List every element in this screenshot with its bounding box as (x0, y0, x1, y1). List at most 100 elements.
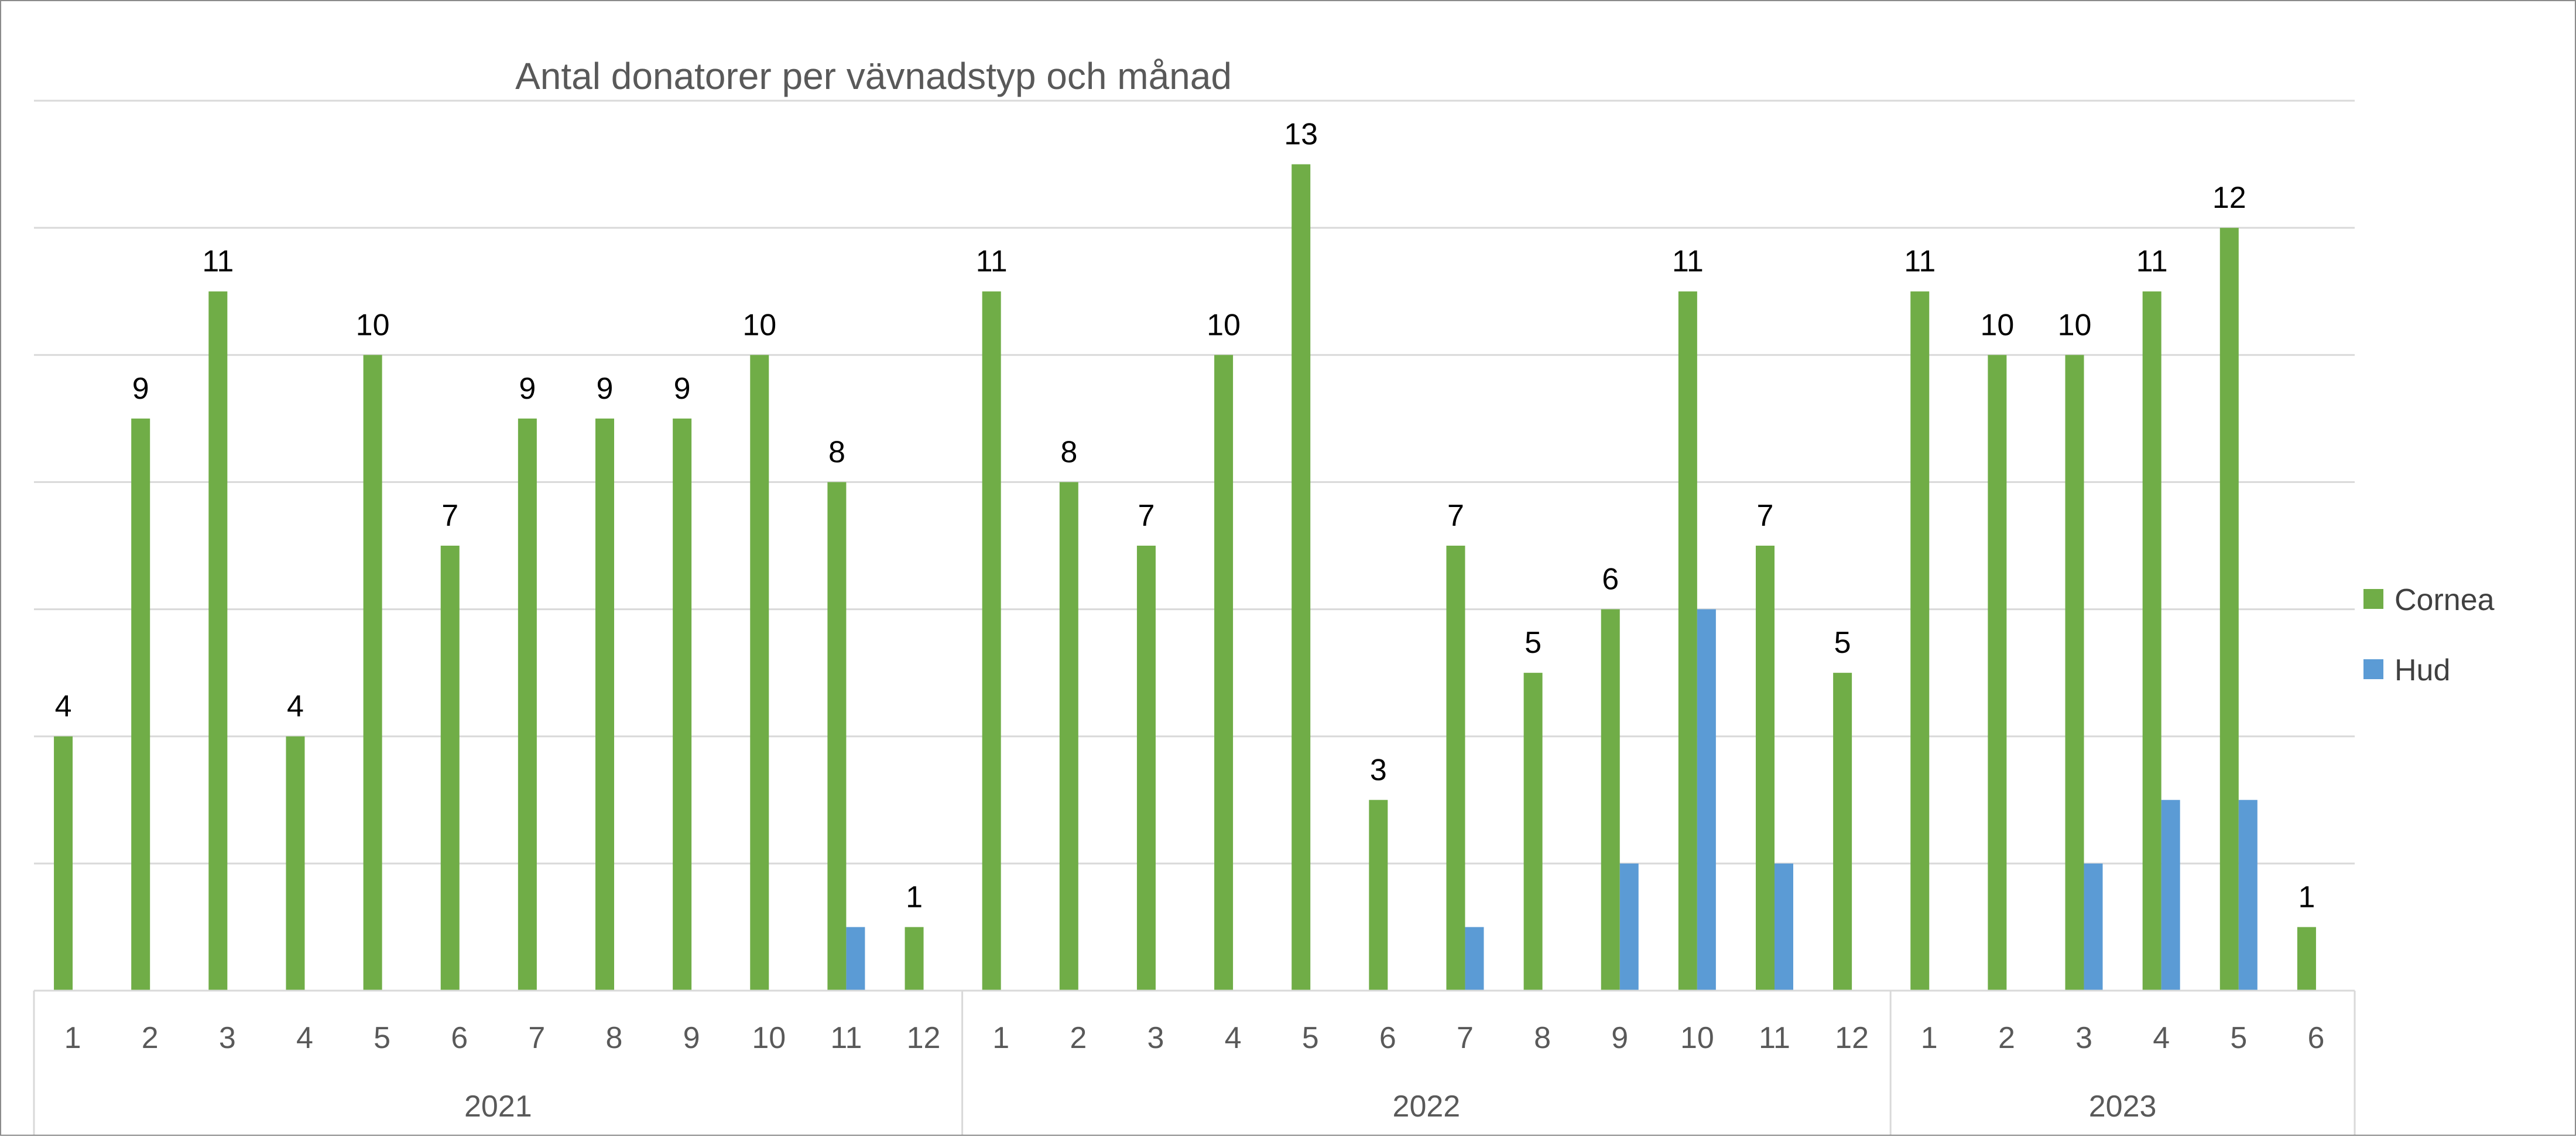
data-label-cornea: 1 (2298, 880, 2315, 914)
data-label-cornea: 9 (597, 372, 614, 406)
x-tick-label: 3 (219, 1021, 236, 1055)
x-tick-label: 12 (1835, 1021, 1869, 1055)
data-label-cornea: 7 (1757, 499, 1774, 533)
legend-label-cornea: Cornea (2395, 583, 2495, 617)
x-tick-label: 3 (1147, 1021, 1164, 1055)
legend-swatch-cornea (2363, 589, 2383, 609)
data-label-cornea: 10 (742, 308, 776, 342)
bar-hud (2084, 863, 2103, 991)
data-label-cornea: 4 (55, 690, 72, 724)
bar-cornea (982, 291, 1001, 991)
x-tick-label: 4 (2153, 1021, 2170, 1055)
data-label-cornea: 10 (2058, 308, 2092, 342)
x-group-label: 2022 (1393, 1090, 1461, 1124)
x-tick-label: 11 (1759, 1021, 1790, 1055)
bar-cornea (131, 418, 150, 991)
legend-swatch-hud (2363, 659, 2383, 679)
legend: Cornea Hud (2363, 583, 2495, 687)
bar-cornea (2297, 927, 2316, 991)
x-tick-label: 10 (1680, 1021, 1714, 1055)
data-label-cornea: 11 (1904, 245, 1936, 279)
x-tick-label: 5 (1302, 1021, 1319, 1055)
bar-cornea (1988, 355, 2007, 991)
data-label-cornea: 13 (1284, 118, 1318, 152)
data-label-cornea: 7 (1138, 499, 1155, 533)
x-tick-label: 4 (296, 1021, 313, 1055)
x-tick-label: 10 (752, 1021, 786, 1055)
x-tick-label: 1 (64, 1021, 81, 1055)
x-tick-label: 5 (374, 1021, 390, 1055)
x-group-label: 2023 (2089, 1090, 2157, 1124)
bar-cornea (595, 418, 614, 991)
x-tick-label: 7 (528, 1021, 545, 1055)
bar-cornea (2065, 355, 2084, 991)
data-label-cornea: 9 (674, 372, 691, 406)
bar-hud (846, 927, 865, 991)
x-tick-label: 2 (142, 1021, 159, 1055)
bar-hud (1465, 927, 1484, 991)
bar-cornea (363, 355, 382, 991)
data-label-cornea: 9 (519, 372, 536, 406)
legend-label-hud: Hud (2395, 653, 2450, 687)
x-tick-label: 4 (1225, 1021, 1242, 1055)
data-label-cornea: 5 (1525, 626, 1542, 660)
data-label-cornea: 4 (287, 690, 304, 724)
data-label-cornea: 8 (828, 435, 845, 469)
data-label-cornea: 6 (1602, 563, 1619, 597)
x-tick-label: 12 (907, 1021, 941, 1055)
data-label-cornea: 7 (1447, 499, 1464, 533)
bar-cornea (1756, 546, 1775, 991)
gridlines (34, 100, 2355, 865)
x-tick-label: 1 (992, 1021, 1009, 1055)
bar-cornea (1678, 291, 1697, 991)
data-label-cornea: 9 (132, 372, 149, 406)
bar-cornea (1523, 673, 1543, 991)
bar-cornea (1214, 355, 1234, 991)
x-tick-label: 8 (1534, 1021, 1551, 1055)
x-tick-label: 6 (451, 1021, 468, 1055)
x-tick-label: 5 (2230, 1021, 2247, 1055)
bar-cornea (2219, 228, 2239, 991)
bar-cornea (286, 736, 305, 991)
bar-hud (1697, 609, 1716, 991)
bar-cornea (1833, 673, 1852, 991)
bar-cornea (208, 291, 228, 991)
x-tick-label: 7 (1457, 1021, 1474, 1055)
data-label-cornea: 7 (441, 499, 458, 533)
x-tick-label: 1 (1921, 1021, 1938, 1055)
bar-hud (1775, 863, 1793, 991)
x-tick-label: 2 (1070, 1021, 1087, 1055)
data-label-cornea: 5 (1834, 626, 1851, 660)
bar-hud (2238, 800, 2258, 991)
bar-cornea (440, 546, 460, 991)
data-label-cornea: 8 (1060, 435, 1077, 469)
data-label-cornea: 10 (1207, 308, 1241, 342)
data-label-cornea: 12 (2212, 181, 2246, 215)
bar-cornea (1601, 609, 1620, 991)
x-tick-label: 9 (683, 1021, 700, 1055)
bar-cornea (1369, 800, 1388, 991)
x-group-label: 2021 (464, 1090, 532, 1124)
data-label-cornea: 3 (1370, 753, 1387, 787)
bar-cornea (1446, 546, 1465, 991)
bar-hud (2161, 800, 2180, 991)
bar-cornea (1910, 291, 1930, 991)
bars (54, 164, 2316, 991)
data-label-cornea: 11 (976, 245, 1008, 279)
data-label-cornea: 10 (1980, 308, 2014, 342)
bar-cornea (518, 418, 537, 991)
bar-cornea (1292, 164, 1311, 991)
x-tick-label: 11 (830, 1021, 862, 1055)
data-label-cornea: 11 (2136, 245, 2168, 279)
bar-cornea (54, 736, 73, 991)
data-label-cornea: 11 (1672, 245, 1704, 279)
x-axis: 1 2 3 4 5 6 7 8 9 10 11 12 1 2 3 4 5 6 7 8 9 10 11 12 1 2 3 4 5 62021… (33, 989, 2356, 1135)
x-tick-label: 3 (2075, 1021, 2092, 1055)
data-label-cornea: 11 (202, 245, 234, 279)
bar-cornea (673, 418, 692, 991)
data-label-cornea: 1 (906, 880, 923, 914)
bar-cornea (905, 927, 924, 991)
